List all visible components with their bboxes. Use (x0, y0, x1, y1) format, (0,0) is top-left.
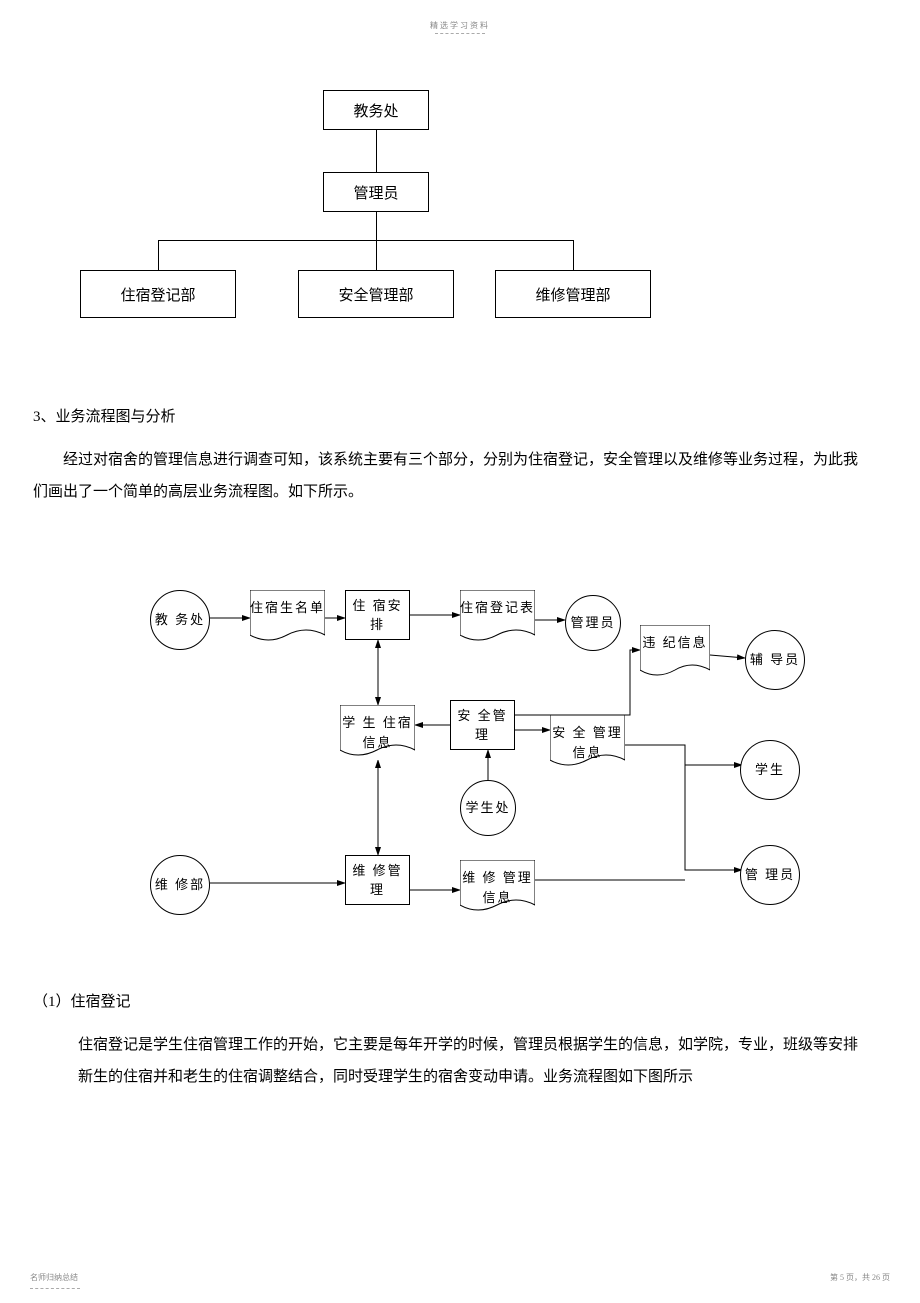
fc-doc-label: 住宿登记表 (460, 598, 535, 618)
fc-rect-3: 维 修管理 (345, 855, 410, 905)
page-header: 精选学习资料 (430, 20, 490, 31)
fc-doc-3: 违 纪信息 (640, 625, 710, 680)
fc-doc-6: 维 修 管理信息 (460, 860, 535, 915)
fc-doc-4: 学 生 住宿信息 (340, 705, 415, 760)
fc-circle-2: 管理员 (565, 595, 621, 651)
section-4-body: 住宿登记是学生住宿管理工作的开始，它主要是每年开学的时候，管理员根据学生的信息，… (78, 1030, 858, 1093)
fc-circle-7: 管 理员 (740, 845, 800, 905)
fc-doc-label: 维 修 管理信息 (460, 868, 535, 907)
header-underline (435, 33, 485, 34)
fc-rect-2: 安 全管理 (450, 700, 515, 750)
fc-doc-1: 住宿生名单 (250, 590, 325, 645)
org-line (376, 240, 377, 270)
fc-rect-1: 住 宿安排 (345, 590, 410, 640)
org-chart: 教务处 管理员 住宿登记部 安全管理部 维修管理部 (80, 90, 640, 330)
org-line (376, 212, 377, 240)
org-node-2: 管理员 (323, 172, 429, 212)
org-node-3: 住宿登记部 (80, 270, 236, 318)
flowchart: 教 务处 管理员 辅 导员 学生处 学生 维 修部 管 理员 住 宿安排 安 全… (130, 570, 810, 920)
fc-doc-5: 安 全 管理信息 (550, 715, 625, 770)
org-line (573, 240, 574, 270)
fc-circle-6: 维 修部 (150, 855, 210, 915)
fc-doc-2: 住宿登记表 (460, 590, 535, 645)
section-4-title: （1）住宿登记 (33, 990, 131, 1011)
org-node-1: 教务处 (323, 90, 429, 130)
footer-left-underline (30, 1288, 80, 1289)
fc-doc-label: 学 生 住宿信息 (340, 713, 415, 752)
page-footer-left: 名师归纳总结 (30, 1272, 78, 1283)
page-footer-right: 第 5 页，共 26 页 (830, 1272, 890, 1283)
org-line (376, 130, 377, 172)
fc-doc-label: 违 纪信息 (640, 633, 710, 653)
fc-circle-4: 学生处 (460, 780, 516, 836)
org-line (158, 240, 574, 241)
org-node-4: 安全管理部 (298, 270, 454, 318)
org-node-5: 维修管理部 (495, 270, 651, 318)
org-line (158, 240, 159, 270)
section-3-body: 经过对宿舍的管理信息进行调查可知，该系统主要有三个部分，分别为住宿登记，安全管理… (33, 445, 858, 508)
fc-doc-label: 安 全 管理信息 (550, 723, 625, 762)
fc-doc-label: 住宿生名单 (250, 598, 325, 618)
fc-circle-3: 辅 导员 (745, 630, 805, 690)
section-3-title: 3、业务流程图与分析 (33, 405, 176, 426)
fc-circle-1: 教 务处 (150, 590, 210, 650)
fc-circle-5: 学生 (740, 740, 800, 800)
